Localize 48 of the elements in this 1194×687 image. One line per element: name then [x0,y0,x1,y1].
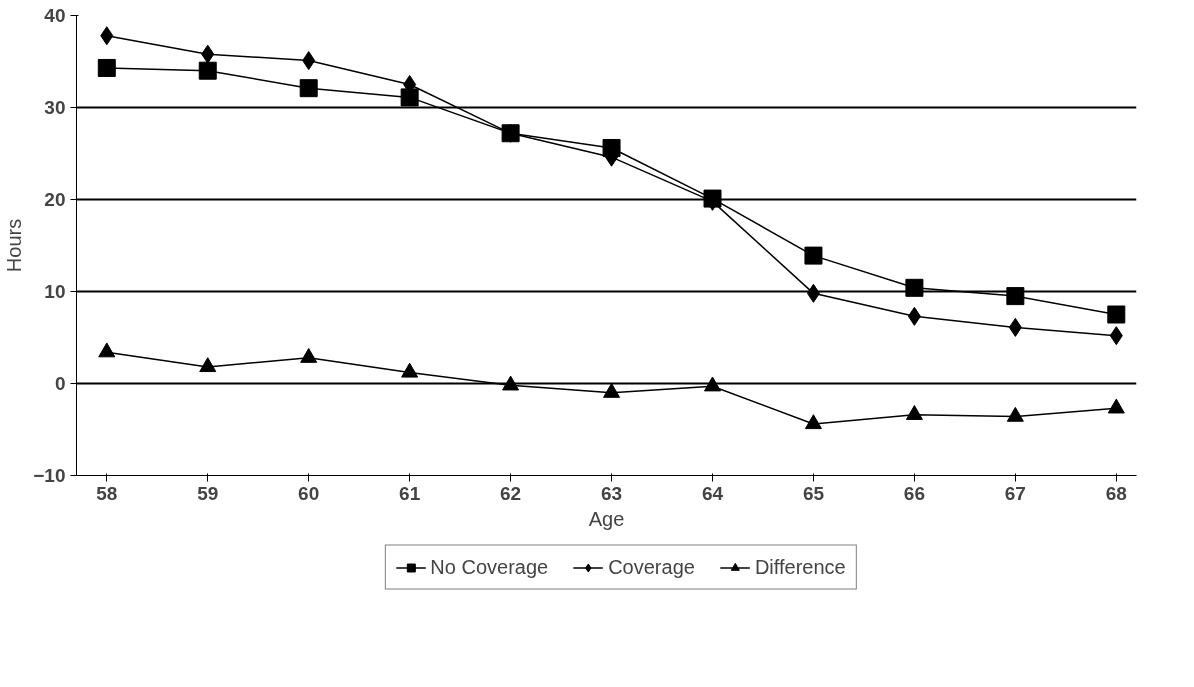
x-tick-label: 68 [1105,482,1127,504]
point [201,44,215,64]
point [1008,317,1022,337]
x-tick-label: 60 [298,482,320,504]
point [302,51,316,71]
point [98,342,116,358]
point [400,88,419,107]
point [401,362,419,378]
x-tick-label: 58 [96,482,118,504]
x-tick-label: 62 [500,482,522,504]
point [1006,287,1025,306]
point [1107,398,1125,414]
y-tick-label: 30 [44,97,66,118]
point [198,61,217,80]
x-tick-label: 67 [1004,482,1026,504]
point [907,306,921,326]
point [804,414,822,430]
point [704,376,721,392]
y-tick-label: 0 [54,373,66,394]
x-tick-label: 65 [802,482,825,504]
y-axis-title: Hours [3,218,26,273]
x-tick-label: 59 [197,482,219,504]
point [905,278,924,297]
point [199,357,217,373]
point [97,58,116,77]
point [905,405,923,420]
y-tick-label: 10 [44,281,66,302]
point [603,382,621,398]
point [1107,305,1126,324]
point [1006,406,1024,422]
point [100,26,114,46]
point [804,246,823,265]
x-tick-label: 61 [399,482,421,504]
x-tick-label: 66 [903,482,925,504]
point [1109,326,1123,346]
x-axis-title: Age [588,507,625,530]
x-tick-label: 64 [701,482,724,504]
y-tick-label: −10 [33,465,66,486]
point [300,348,318,363]
point [299,79,318,98]
point [806,283,820,303]
legend-label: No Coverage [430,555,549,579]
x-tick-label: 63 [600,482,623,504]
y-tick-label: 40 [44,5,66,26]
point [502,375,520,391]
legend-label: Coverage [608,555,695,579]
legend-label: Difference [754,555,846,579]
y-tick-label: 20 [44,189,66,210]
